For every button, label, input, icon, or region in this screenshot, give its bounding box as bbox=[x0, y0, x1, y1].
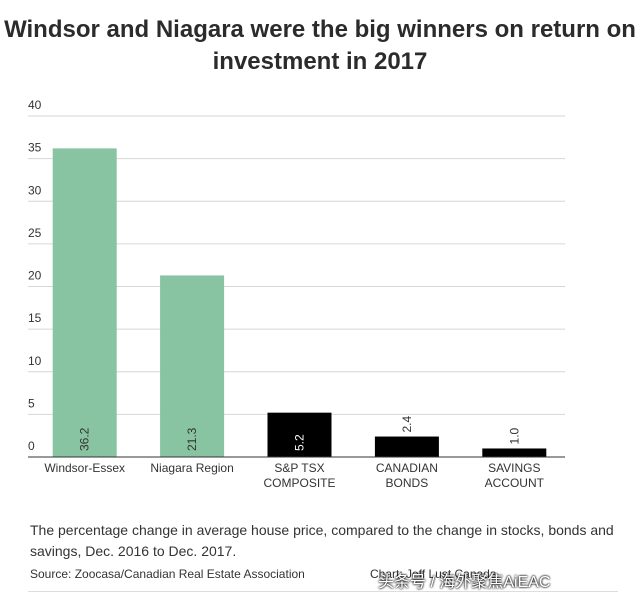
bar bbox=[160, 275, 225, 457]
y-tick-label: 25 bbox=[28, 226, 42, 240]
chart-source: Source: Zoocasa/Canadian Real Estate Ass… bbox=[30, 567, 305, 581]
bar bbox=[267, 412, 332, 457]
chart-caption: The percentage change in average house p… bbox=[30, 522, 614, 559]
x-tick-label: SAVINGS bbox=[488, 461, 540, 475]
data-label: 36.2 bbox=[78, 427, 92, 451]
x-tick-label: BONDS bbox=[386, 476, 429, 490]
y-tick-label: 15 bbox=[28, 311, 42, 325]
x-tick-label: S&P TSX bbox=[274, 461, 324, 475]
y-tick-label: 40 bbox=[28, 98, 42, 112]
y-tick-label: 20 bbox=[28, 269, 42, 283]
y-tick-label: 30 bbox=[28, 183, 42, 197]
x-tick-label: Niagara Region bbox=[150, 461, 233, 475]
y-tick-label: 35 bbox=[28, 141, 42, 155]
data-label: 5.2 bbox=[293, 434, 307, 451]
x-tick-label: Windsor-Essex bbox=[44, 461, 125, 475]
y-tick-label: 0 bbox=[28, 439, 35, 453]
data-label: 1.0 bbox=[507, 427, 521, 444]
data-label: 21.3 bbox=[185, 427, 199, 451]
bar bbox=[52, 148, 117, 457]
data-label: 2.4 bbox=[400, 416, 414, 433]
y-tick-label: 10 bbox=[28, 354, 42, 368]
chart-title: Windsor and Niagara were the big winners… bbox=[4, 16, 636, 75]
bottom-divider bbox=[28, 591, 618, 592]
x-tick-label: ACCOUNT bbox=[485, 476, 545, 490]
chart-credit: Chart: Jeff Lust Canada bbox=[370, 567, 497, 581]
bar bbox=[374, 436, 439, 457]
watermark-text: 头条号 / 海外聚焦AiEAC bbox=[378, 574, 551, 591]
y-tick-label: 5 bbox=[28, 396, 35, 410]
x-tick-label: CANADIAN bbox=[376, 461, 438, 475]
x-tick-label: COMPOSITE bbox=[263, 476, 335, 490]
bar bbox=[482, 448, 547, 457]
